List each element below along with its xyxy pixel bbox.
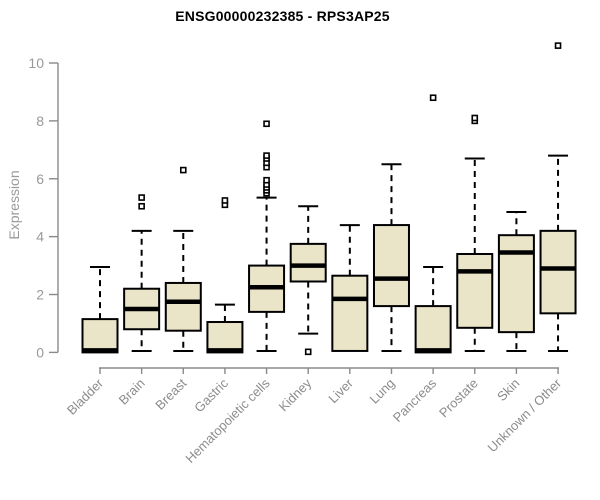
box-gastric (206, 321, 244, 354)
chart-title: ENSG00000232385 - RPS3AP25 (175, 8, 390, 24)
box-prostate (456, 253, 494, 329)
outlier-gastric (221, 197, 229, 204)
box-bladder (81, 318, 119, 354)
box-lung (372, 224, 410, 308)
x-axis-label-pancreas: Pancreas (390, 375, 440, 425)
outlier-hematopoietic-cells (263, 120, 270, 128)
x-axis-label-liver: Liver (325, 375, 356, 406)
box-breast (164, 281, 202, 332)
outlier-hematopoietic-cells (263, 152, 270, 159)
x-axis-label-gastric: Gastric (191, 375, 231, 415)
y-tick-label: 8 (36, 113, 44, 129)
box-liver (331, 274, 369, 352)
x-axis-label-kidney: Kidney (276, 375, 315, 414)
x-axis-label-skin: Skin (494, 376, 522, 404)
y-tick-label: 4 (36, 229, 44, 245)
outlier-brain (138, 194, 145, 201)
outlier-pancreas (429, 94, 437, 102)
outlier-brain (138, 202, 145, 210)
outlier-prostate (471, 114, 479, 122)
y-axis-label: Expression (6, 170, 22, 240)
x-axis-label-brain: Brain (116, 376, 148, 408)
x-axis-label-breast: Breast (152, 375, 189, 412)
y-tick-label: 10 (28, 55, 44, 71)
x-axis-label-bladder: Bladder (64, 375, 107, 418)
x-axis-label-prostate: Prostate (436, 376, 481, 421)
x-axis-label-unknown-other: Unknown / Other (485, 375, 565, 455)
y-tick-label: 0 (36, 344, 44, 360)
box-unknown-other (539, 229, 577, 315)
y-tick-label: 2 (36, 287, 44, 303)
box-pancreas (414, 305, 452, 354)
box-skin (497, 234, 535, 334)
outlier-breast (179, 166, 187, 174)
outlier-unknown-other (554, 42, 562, 49)
y-tick-label: 6 (36, 171, 44, 187)
x-axis-label-lung: Lung (367, 376, 398, 407)
outlier-hematopoietic-cells (263, 176, 270, 184)
outlier-kidney (304, 348, 312, 356)
box-kidney (289, 242, 327, 283)
